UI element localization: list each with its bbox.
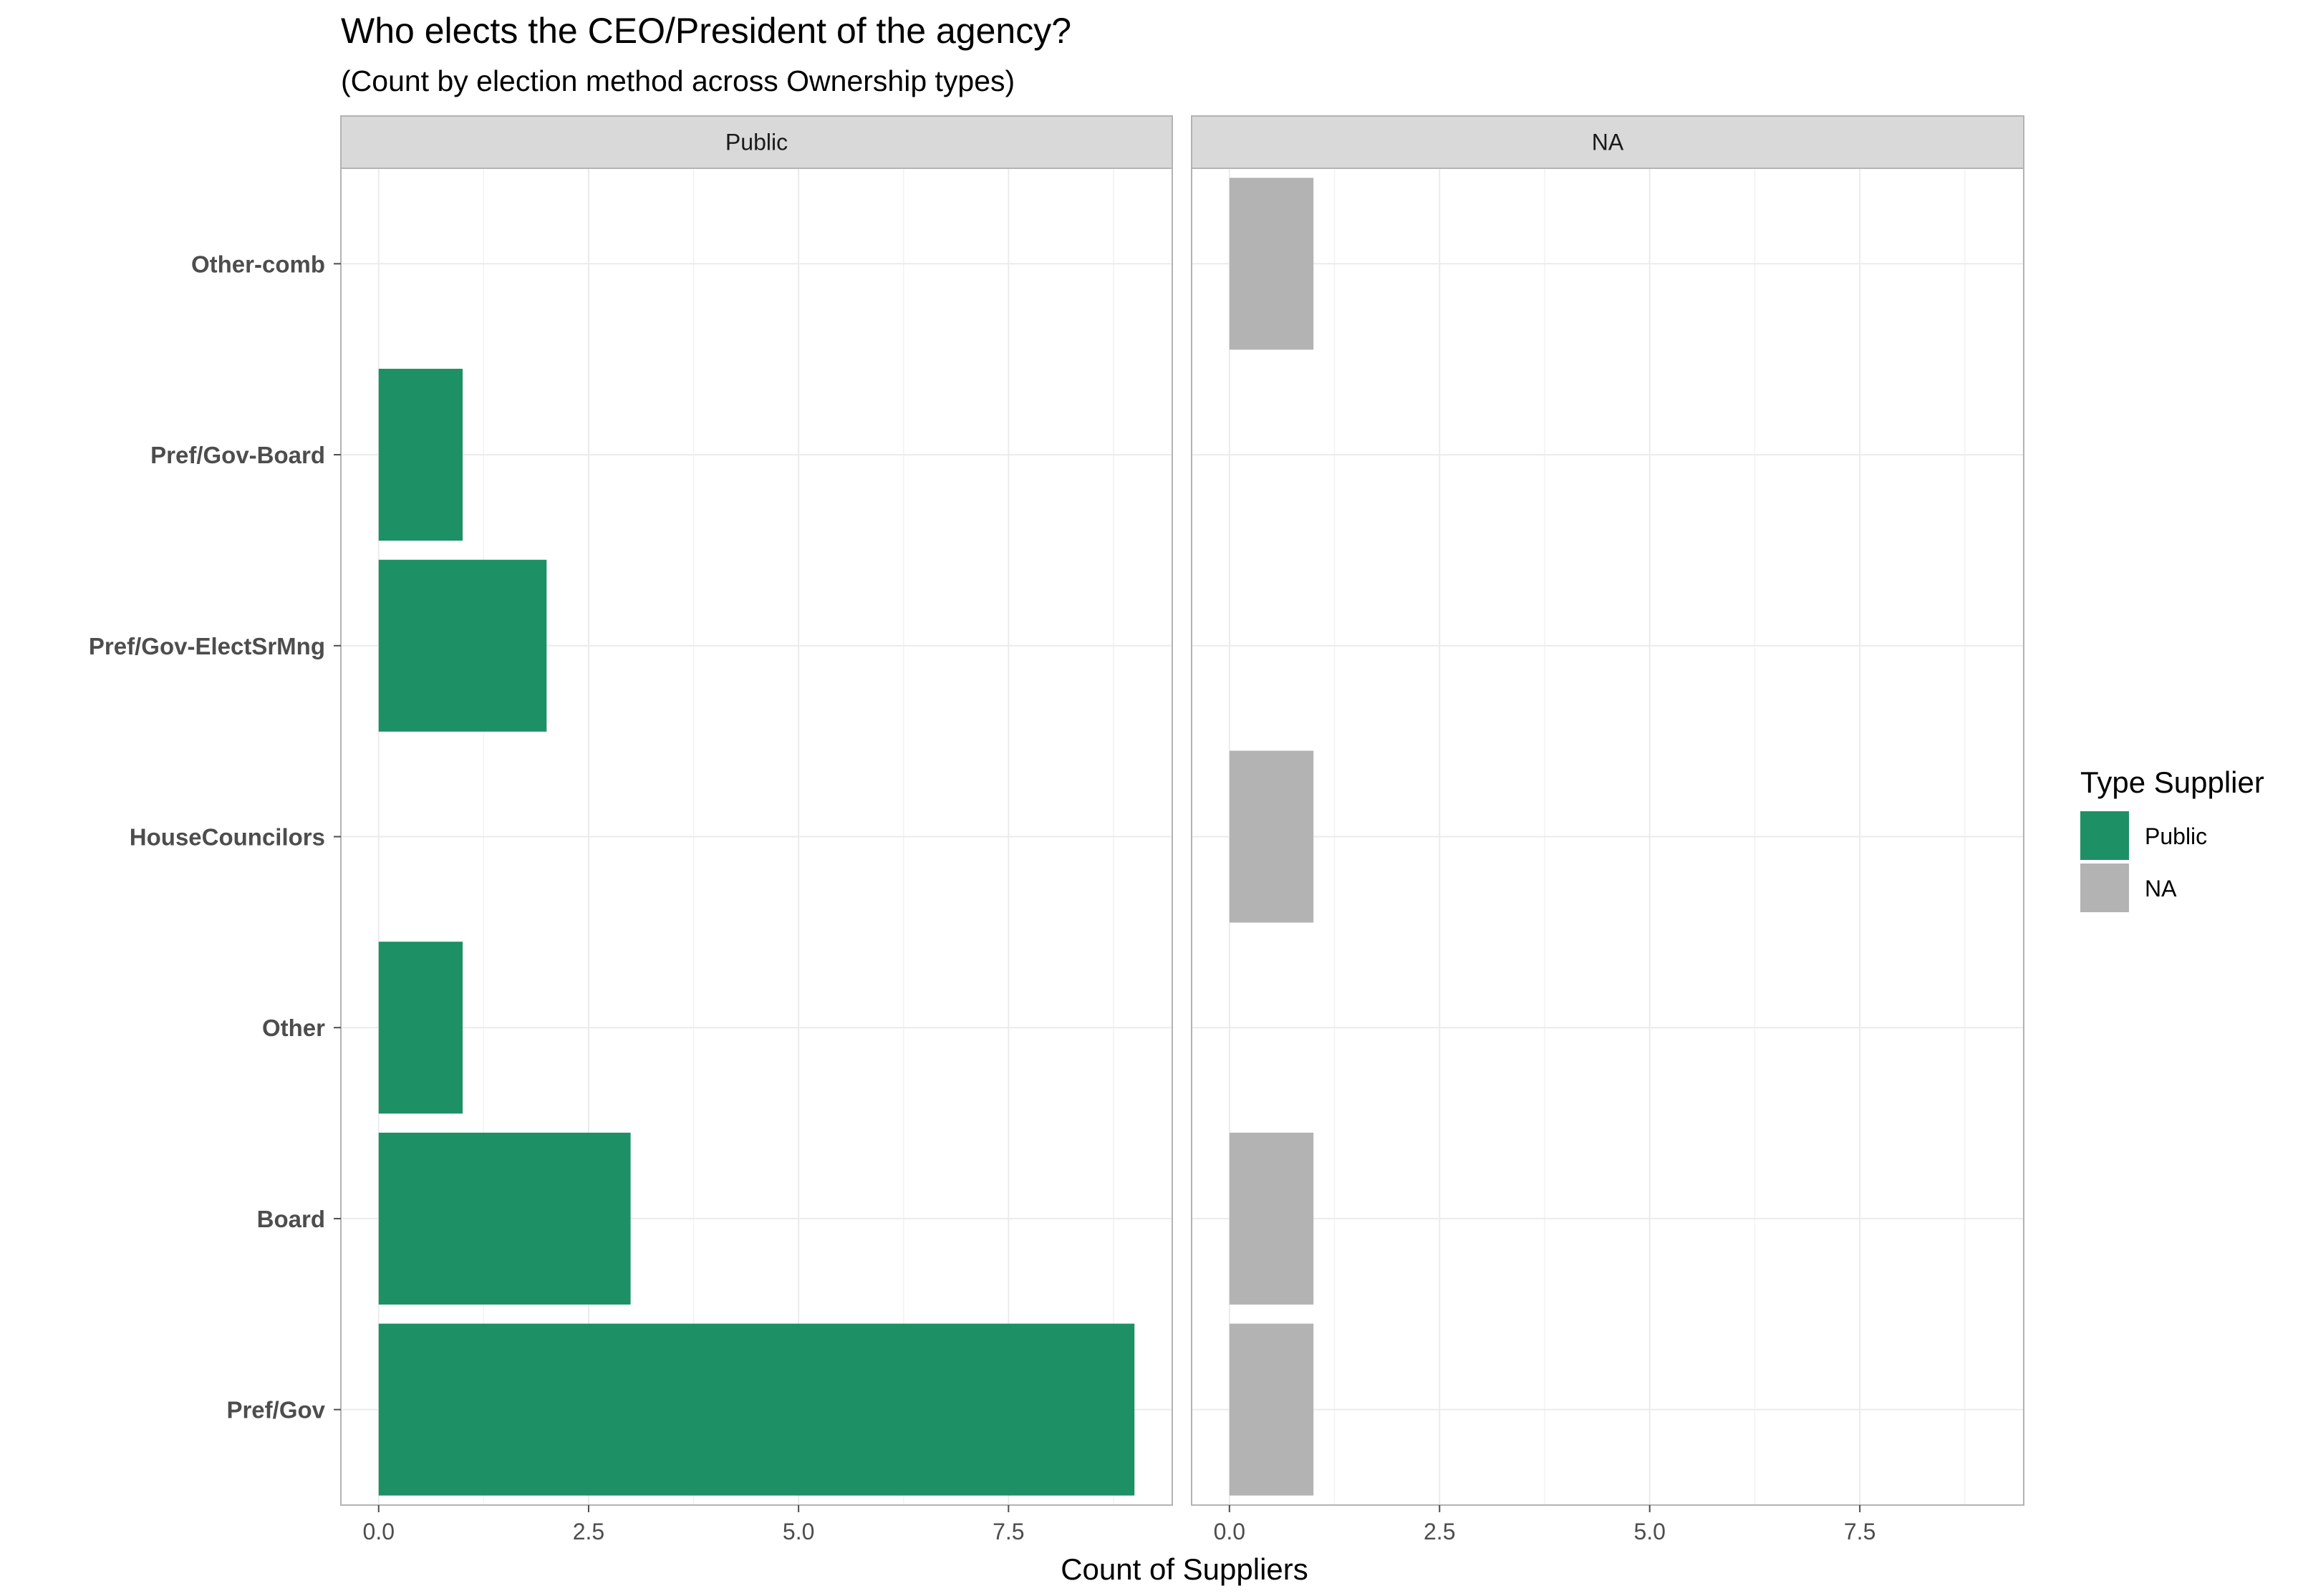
- chart-subtitle: (Count by election method across Ownersh…: [341, 64, 1015, 97]
- facet-panel-public: Public 0.0 2.5 5.0 7.5: [340, 115, 1173, 1544]
- y-category-label: Other: [262, 1015, 325, 1041]
- y-category-label: Board: [257, 1206, 325, 1232]
- panel-border: [1191, 168, 2024, 1506]
- facet-strip: [1191, 115, 2024, 169]
- legend-label-public: Public: [2145, 823, 2207, 849]
- x-tick-label: 2.5: [573, 1519, 604, 1544]
- legend: Type Supplier Public NA: [2080, 765, 2264, 912]
- facet-strip-label: NA: [1592, 130, 1624, 155]
- bar-public-pref-gov-board: [378, 369, 463, 541]
- bar-public-pref-gov: [378, 1323, 1135, 1496]
- y-category-label: Pref/Gov: [226, 1397, 325, 1423]
- y-axis-category-labels: Other-comb Pref/Gov-Board Pref/Gov-ElectSr…: [89, 251, 341, 1423]
- bar-na-pref-gov: [1229, 1323, 1314, 1496]
- bar-public-other: [378, 942, 463, 1114]
- x-tick-label: 5.0: [1633, 1519, 1665, 1544]
- facet-panel-na: NA 0.0 2.5 5.0 7.5: [1191, 115, 2024, 1544]
- legend-label-na: NA: [2145, 876, 2177, 901]
- x-tick-label: 2.5: [1424, 1519, 1455, 1544]
- bar-na-housecouncilors: [1229, 750, 1314, 923]
- y-category-label: HouseCouncilors: [130, 824, 325, 851]
- facet-strip: [340, 115, 1173, 169]
- legend-swatch-public: [2080, 811, 2129, 860]
- y-category-label: Pref/Gov-Board: [150, 442, 325, 468]
- bar-na-other-comb: [1229, 178, 1314, 350]
- x-tick-label: 7.5: [993, 1519, 1024, 1544]
- x-axis-title: Count of Suppliers: [1061, 1552, 1308, 1586]
- bar-na-board: [1229, 1132, 1314, 1305]
- facet-strip-label: Public: [725, 130, 788, 155]
- facet-panels: Public 0.0 2.5 5.0 7.5 NA 0.0 2.5 5.0 7.5: [340, 115, 2024, 1544]
- x-tick-label: 0.0: [363, 1519, 395, 1544]
- y-category-label: Pref/Gov-ElectSrMng: [89, 633, 325, 659]
- y-category-label: Other-comb: [191, 251, 325, 277]
- legend-title: Type Supplier: [2080, 765, 2264, 799]
- x-tick-label: 5.0: [783, 1519, 814, 1544]
- legend-swatch-na: [2080, 864, 2129, 912]
- bar-public-board: [378, 1132, 631, 1305]
- bar-public-pref-gov-electsrmng: [378, 559, 547, 732]
- x-tick-label: 0.0: [1214, 1519, 1245, 1544]
- x-tick-label: 7.5: [1844, 1519, 1875, 1544]
- chart-title: Who elects the CEO/President of the agen…: [341, 11, 1071, 51]
